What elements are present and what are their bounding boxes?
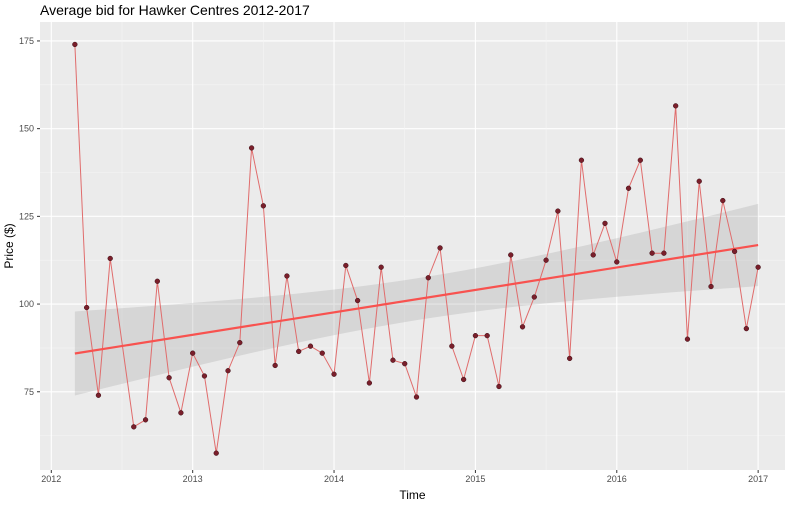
data-point bbox=[625, 185, 632, 191]
data-point bbox=[602, 220, 608, 227]
data-point bbox=[142, 417, 149, 423]
data-point bbox=[131, 424, 137, 430]
data-point bbox=[567, 355, 573, 362]
data-point bbox=[590, 252, 596, 258]
data-point bbox=[354, 297, 361, 304]
data-point bbox=[296, 348, 302, 355]
data-point bbox=[178, 410, 184, 416]
y-tick-label: 125 bbox=[19, 211, 34, 221]
data-point bbox=[343, 262, 349, 269]
data-point bbox=[649, 250, 655, 256]
x-tick-label: 2015 bbox=[465, 474, 485, 484]
data-point bbox=[366, 380, 373, 386]
data-point bbox=[731, 248, 738, 255]
data-point bbox=[154, 278, 160, 284]
plot-panel bbox=[40, 22, 785, 470]
x-tick-label: 2014 bbox=[324, 474, 344, 484]
series-line bbox=[74, 44, 759, 454]
data-point bbox=[95, 392, 102, 398]
data-point bbox=[331, 371, 337, 377]
y-axis: 75 100 125 150 175 bbox=[19, 36, 40, 397]
y-tick-label: 100 bbox=[19, 299, 34, 309]
regression-line bbox=[74, 243, 759, 355]
trend-line bbox=[74, 243, 759, 355]
data-point bbox=[402, 361, 408, 367]
data-point bbox=[472, 332, 479, 339]
x-axis: 2012 2013 2014 2015 2016 2017 bbox=[41, 470, 768, 484]
data-point bbox=[425, 275, 431, 281]
data-point bbox=[378, 264, 384, 270]
data-point bbox=[755, 264, 761, 270]
data-points bbox=[72, 41, 761, 456]
data-point bbox=[237, 340, 243, 346]
data-point bbox=[248, 145, 255, 151]
data-point bbox=[519, 324, 526, 330]
data-point bbox=[449, 343, 455, 349]
data-point bbox=[578, 157, 585, 163]
x-tick-label: 2016 bbox=[607, 474, 627, 484]
data-point bbox=[720, 197, 726, 204]
data-point bbox=[508, 252, 514, 258]
gridlines bbox=[40, 22, 785, 470]
data-point bbox=[84, 304, 90, 311]
y-tick-label: 75 bbox=[24, 387, 34, 397]
data-point bbox=[460, 376, 467, 383]
data-point bbox=[484, 332, 490, 339]
data-point bbox=[413, 394, 420, 400]
price-line bbox=[74, 44, 759, 454]
data-point bbox=[390, 357, 396, 363]
x-tick-label: 2017 bbox=[748, 474, 768, 484]
data-point bbox=[531, 294, 537, 300]
x-tick-label: 2012 bbox=[41, 474, 61, 484]
data-point bbox=[225, 368, 231, 374]
data-point bbox=[319, 350, 325, 356]
data-point bbox=[661, 250, 667, 256]
y-axis-label: Price ($) bbox=[2, 223, 16, 268]
data-point bbox=[496, 383, 502, 390]
data-point bbox=[166, 375, 172, 381]
data-point bbox=[72, 41, 78, 48]
data-point bbox=[260, 203, 267, 209]
data-point bbox=[437, 245, 443, 251]
y-tick-label: 175 bbox=[19, 36, 34, 46]
data-point bbox=[107, 255, 113, 262]
data-point bbox=[743, 325, 750, 332]
data-point bbox=[190, 350, 196, 356]
data-point bbox=[201, 373, 208, 379]
data-point bbox=[637, 157, 643, 163]
data-point bbox=[684, 336, 691, 342]
data-point bbox=[272, 362, 278, 369]
data-point bbox=[307, 343, 314, 349]
data-point bbox=[284, 273, 290, 279]
data-point bbox=[673, 103, 679, 109]
chart-title: Average bid for Hawker Centres 2012-2017 bbox=[40, 2, 310, 18]
data-point bbox=[614, 259, 620, 265]
data-point bbox=[708, 283, 714, 290]
y-tick-label: 150 bbox=[19, 124, 34, 134]
x-axis-label: Time bbox=[399, 488, 426, 502]
data-point bbox=[543, 257, 549, 263]
data-point bbox=[213, 450, 219, 456]
data-point bbox=[555, 208, 561, 214]
data-point bbox=[696, 178, 702, 184]
x-tick-label: 2013 bbox=[183, 474, 203, 484]
